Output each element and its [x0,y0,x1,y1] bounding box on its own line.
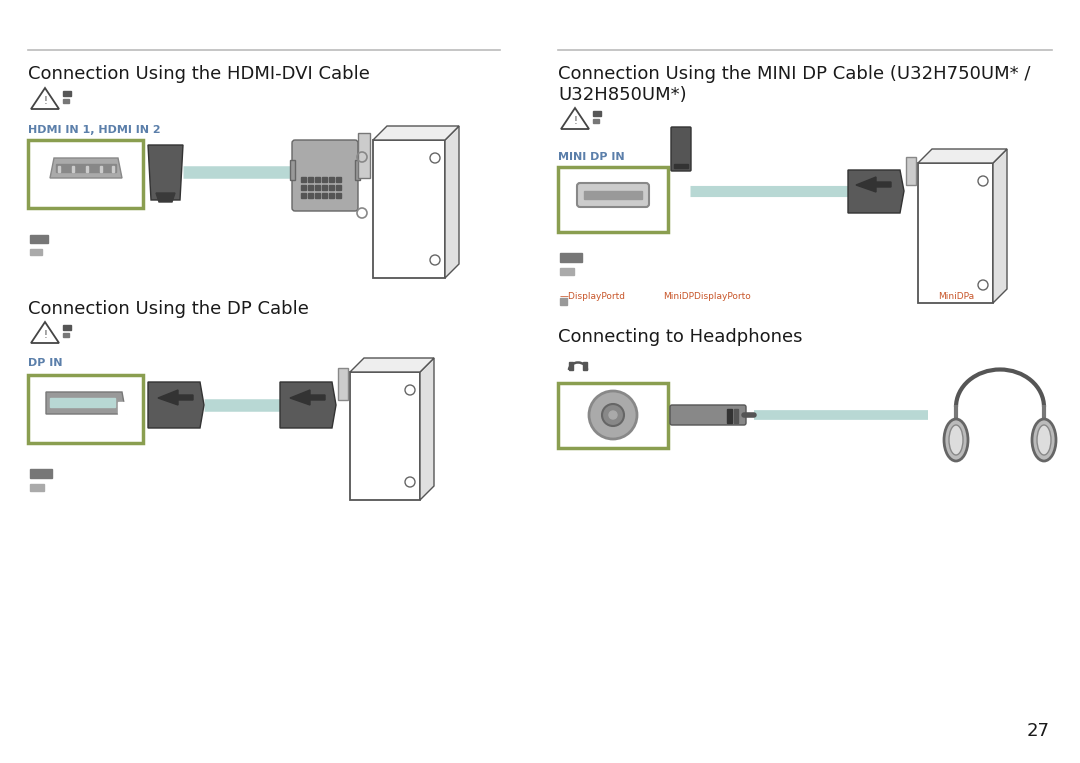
Polygon shape [993,149,1007,303]
Bar [72,166,75,172]
Ellipse shape [949,425,963,455]
FancyBboxPatch shape [671,127,691,171]
Polygon shape [156,193,175,202]
Bar [315,193,320,198]
Polygon shape [350,358,434,372]
Bar [63,325,71,330]
Polygon shape [118,402,126,414]
FancyBboxPatch shape [28,375,143,443]
Text: MINI DP IN: MINI DP IN [558,152,624,162]
Bar [322,185,327,190]
Polygon shape [420,358,434,500]
Bar [583,362,588,370]
Bar [56,164,116,172]
Bar [727,409,732,423]
Bar [112,166,114,172]
Text: Connection Using the DP Cable: Connection Using the DP Cable [28,300,309,318]
Text: MiniDPa: MiniDPa [939,292,974,301]
Text: MiniDPDisplayPorto: MiniDPDisplayPorto [663,292,751,301]
Bar [50,398,114,407]
Bar [906,157,916,185]
Polygon shape [46,392,126,414]
FancyBboxPatch shape [28,140,143,208]
Bar [291,160,295,180]
Bar [593,111,600,116]
Bar [301,185,306,190]
Bar [30,469,52,478]
Bar [30,484,44,491]
Bar [336,185,341,190]
Text: Connecting to Headphones: Connecting to Headphones [558,328,802,346]
Bar [308,193,313,198]
Bar [30,249,42,255]
FancyBboxPatch shape [670,405,746,425]
Bar [336,177,341,182]
Polygon shape [291,390,325,405]
Polygon shape [148,382,204,428]
Text: DP IN: DP IN [28,358,63,368]
Polygon shape [280,382,336,428]
Bar [86,166,87,172]
Circle shape [589,391,637,439]
Bar [100,166,102,172]
Bar [338,368,348,400]
FancyBboxPatch shape [558,167,669,232]
Text: !: ! [573,116,577,126]
Bar [63,333,69,337]
Polygon shape [848,170,904,213]
Bar [315,177,320,182]
Text: HDMI IN 1, HDMI IN 2: HDMI IN 1, HDMI IN 2 [28,125,161,135]
FancyBboxPatch shape [292,140,357,211]
Bar [734,409,738,423]
Text: !: ! [43,330,46,340]
Bar [315,185,320,190]
Bar [584,191,642,199]
Bar [58,166,60,172]
Circle shape [602,404,624,426]
Bar [30,235,48,243]
FancyBboxPatch shape [373,140,445,278]
Ellipse shape [1037,425,1051,455]
Bar [329,177,334,182]
FancyBboxPatch shape [558,383,669,448]
Bar [329,193,334,198]
Bar [63,91,71,96]
Circle shape [609,411,617,419]
Bar [357,133,370,178]
Polygon shape [373,126,459,140]
Bar [355,160,360,180]
Polygon shape [50,158,122,178]
Text: Connection Using the HDMI-DVI Cable: Connection Using the HDMI-DVI Cable [28,65,369,83]
Polygon shape [158,390,193,405]
Bar [561,268,573,275]
Bar [301,193,306,198]
Polygon shape [445,126,459,278]
FancyBboxPatch shape [350,372,420,500]
Bar [561,253,582,262]
Bar [593,119,599,123]
Bar [322,193,327,198]
Text: —DisplayPortd: —DisplayPortd [561,292,626,301]
Bar [322,177,327,182]
Bar [336,193,341,198]
Polygon shape [148,145,183,200]
Ellipse shape [944,419,968,461]
FancyBboxPatch shape [918,163,993,303]
Bar [674,164,688,168]
Polygon shape [918,149,1007,163]
Polygon shape [856,177,891,192]
Bar [301,177,306,182]
Text: !: ! [43,95,46,105]
FancyBboxPatch shape [577,183,649,207]
Text: 27: 27 [1027,722,1050,740]
Bar [308,177,313,182]
Bar [308,185,313,190]
Ellipse shape [1032,419,1056,461]
Bar [561,298,567,305]
Bar [569,362,573,370]
Bar [63,99,69,103]
Text: Connection Using the MINI DP Cable (U32H750UM* /
U32H850UM*): Connection Using the MINI DP Cable (U32H… [558,65,1030,104]
Bar [329,185,334,190]
